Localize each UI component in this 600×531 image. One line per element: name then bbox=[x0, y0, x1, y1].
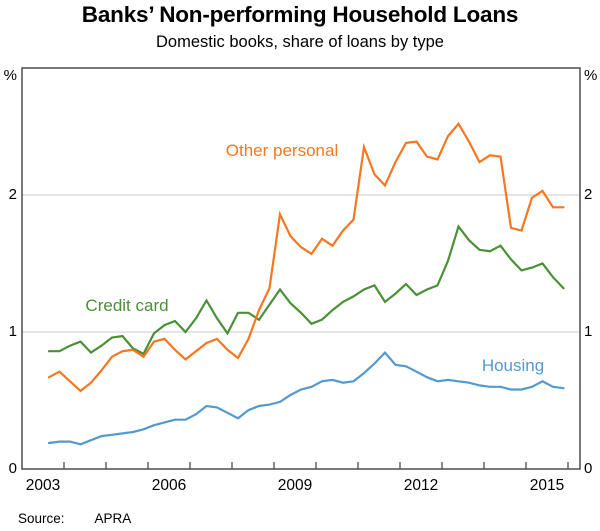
chart-subtitle: Domestic books, share of loans by type bbox=[156, 33, 444, 51]
series-line-credit-card bbox=[47, 224, 565, 356]
source-note: Source: APRA bbox=[18, 511, 131, 526]
series-line-other-personal bbox=[47, 121, 565, 393]
source-label: Source: bbox=[18, 511, 65, 526]
plot-frame bbox=[21, 67, 581, 470]
source-value: APRA bbox=[94, 511, 132, 526]
chart-title: Banks’ Non-performing Household Loans bbox=[81, 2, 519, 27]
series-line-housing bbox=[47, 350, 565, 446]
